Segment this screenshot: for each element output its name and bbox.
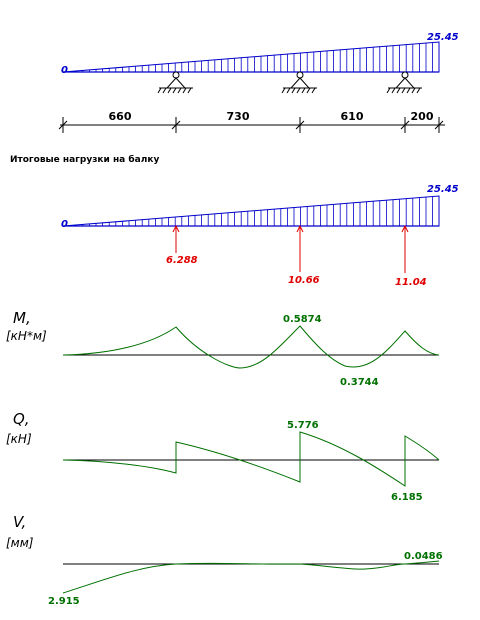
result-load-outline [63,196,439,226]
moment-min-label: 0.3744 [340,377,379,388]
shear-curve [63,432,439,486]
section-caption: Итоговые нагрузки на балку [10,154,159,165]
shear-unit: [кН] [6,432,32,446]
result-beam-group: 0 25.45 6.288 10.66 11.04 [61,184,459,288]
shear-title: Q, [13,410,30,428]
deflection-min-label: 2.915 [48,596,80,607]
top-beam-group: 0 25.45 [61,32,459,93]
top-load-start-label: 0 [61,65,68,76]
deflection-plot: V, [мм] 0.0486 2.915 [6,513,443,607]
dimension-label-1: 660 [109,110,132,123]
shear-min-label: 6.185 [391,492,423,503]
reaction-label-1: 6.288 [166,255,198,266]
moment-plot: M, [кН*м] 0.5874 0.3744 [6,309,439,388]
support-3 [387,72,422,93]
dimension-label-3: 610 [341,110,364,123]
dimension-label-2: 730 [227,110,250,123]
reaction-arrow-1 [173,226,179,253]
result-load-start-label: 0 [61,219,68,230]
reaction-label-2: 10.66 [288,275,320,286]
dimension-label-4: 200 [411,110,434,123]
moment-title: M, [13,309,31,327]
support-1 [158,72,193,93]
top-load-outline [63,42,439,72]
shear-plot: Q, [кН] 5.776 6.185 [6,410,439,503]
deflection-unit: [мм] [6,536,34,550]
reaction-label-3: 11.04 [395,277,427,288]
result-load-end-label: 25.45 [427,184,459,195]
top-load-end-label: 25.45 [427,32,459,43]
deflection-curve [63,561,439,593]
reaction-arrow-2 [297,226,303,272]
deflection-title: V, [13,513,26,531]
support-2 [282,72,317,93]
moment-curve [63,326,439,368]
moment-max-label: 0.5874 [283,314,322,325]
deflection-max-label: 0.0486 [404,551,443,562]
moment-unit: [кН*м] [6,329,47,343]
reaction-arrow-3 [402,226,408,273]
shear-max-label: 5.776 [287,420,319,431]
